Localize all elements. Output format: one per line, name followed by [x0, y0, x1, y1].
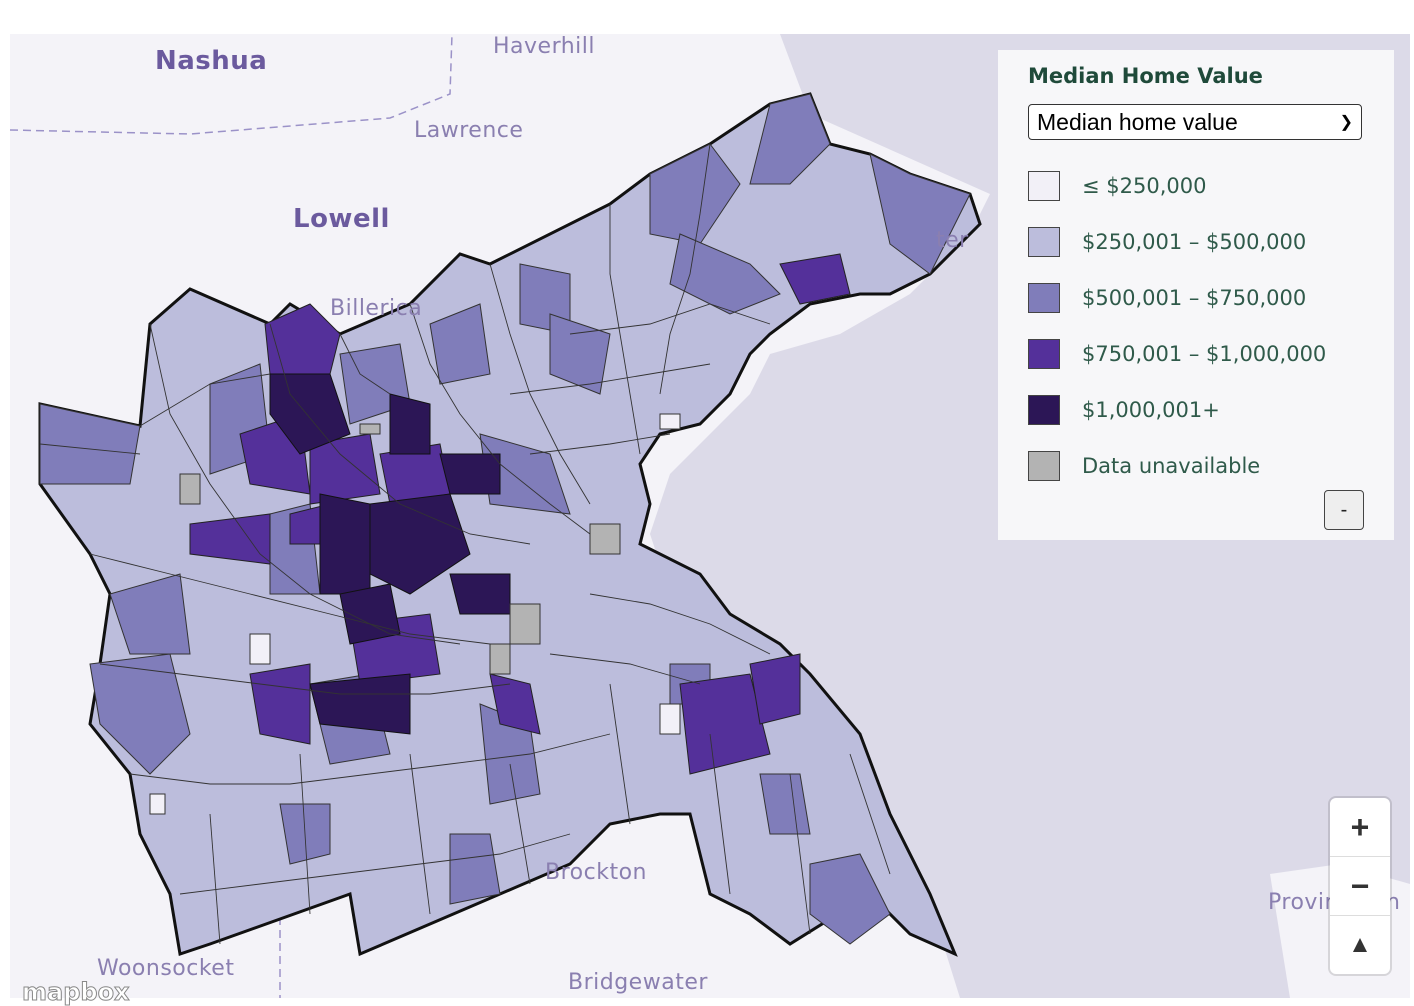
legend-label: $1,000,001+	[1082, 398, 1220, 422]
legend-label: Data unavailable	[1082, 454, 1261, 478]
metric-select-value: Median home value	[1037, 108, 1238, 135]
legend-label: $500,001 – $750,000	[1082, 286, 1307, 310]
legend-item: Data unavailable	[1028, 438, 1364, 494]
legend-swatch	[1028, 395, 1060, 425]
place-label: Billerica	[330, 296, 423, 321]
mapbox-logo[interactable]: mapbox	[22, 978, 131, 1006]
legend-panel: Median Home Value Median home value ❯ ≤ …	[998, 50, 1394, 540]
legend-label: $250,001 – $500,000	[1082, 230, 1307, 254]
legend-collapse-button[interactable]: -	[1324, 490, 1364, 530]
place-label: Nashua	[155, 46, 268, 76]
place-label: Woonsocket	[97, 956, 235, 981]
chevron-down-icon: ❯	[1339, 114, 1353, 131]
legend-swatch	[1028, 451, 1060, 481]
zoom-out-button[interactable]: −	[1330, 857, 1390, 916]
metric-select[interactable]: Median home value ❯	[1028, 104, 1362, 140]
legend-label: ≤ $250,000	[1082, 174, 1207, 198]
legend-item: $250,001 – $500,000	[1028, 214, 1364, 270]
legend-swatch	[1028, 339, 1060, 369]
legend-item: $500,001 – $750,000	[1028, 270, 1364, 326]
place-label: ter	[936, 228, 969, 253]
legend-item: $1,000,001+	[1028, 382, 1364, 438]
legend-items: ≤ $250,000 $250,001 – $500,000 $500,001 …	[1028, 158, 1364, 494]
place-label: Lowell	[293, 204, 390, 234]
place-label: Bridgewater	[568, 970, 708, 995]
place-label: Haverhill	[493, 34, 596, 59]
legend-swatch	[1028, 283, 1060, 313]
place-label: Provin	[1268, 890, 1339, 915]
legend-item: ≤ $250,000	[1028, 158, 1364, 214]
zoom-controls: + − ▲	[1330, 798, 1390, 974]
legend-swatch	[1028, 227, 1060, 257]
zoom-in-button[interactable]: +	[1330, 798, 1390, 857]
place-label: Lawrence	[414, 118, 524, 143]
compass-button[interactable]: ▲	[1348, 931, 1372, 958]
legend-item: $750,001 – $1,000,000	[1028, 326, 1364, 382]
place-label: Brockton	[545, 860, 647, 885]
legend-swatch	[1028, 171, 1060, 201]
legend-label: $750,001 – $1,000,000	[1082, 342, 1327, 366]
legend-title: Median Home Value	[1028, 64, 1263, 88]
